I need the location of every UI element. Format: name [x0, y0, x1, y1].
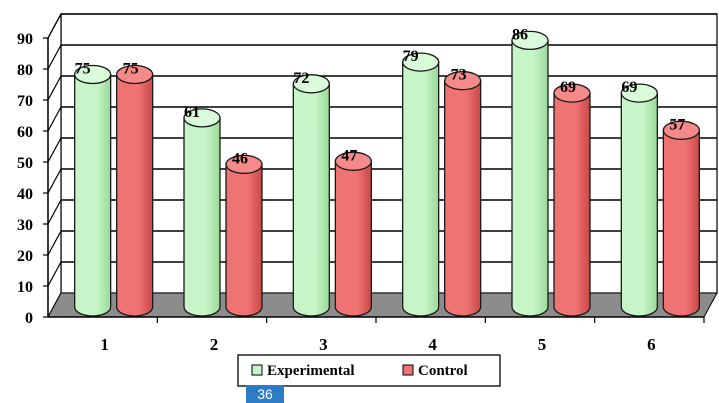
- chart-bars: 75 75 61 46 72 47 79 73 86 69 69 57: [74, 26, 700, 317]
- bar-control-5: 69: [553, 79, 591, 317]
- bar-top: [511, 30, 549, 51]
- bar-experimental-1: 75: [74, 61, 112, 317]
- x-tick-label: 6: [647, 335, 656, 354]
- side-wall: [47, 13, 62, 318]
- x-tick-label: 2: [210, 335, 219, 354]
- data-label: 72: [293, 70, 309, 87]
- bar-top: [620, 83, 658, 103]
- bar-experimental-5: 86: [511, 26, 549, 317]
- x-tick-label: 3: [319, 335, 328, 354]
- bar-control-6: 57: [662, 116, 700, 317]
- chart-walls: [47, 13, 718, 318]
- gridline-depth: [47, 44, 62, 70]
- bar-control-2: 46: [225, 150, 263, 317]
- bar-control-3: 47: [334, 147, 372, 317]
- y-tick-label: 50: [17, 155, 33, 172]
- page-number-badge: 36: [246, 385, 284, 403]
- legend-label-control: Control: [418, 363, 468, 379]
- x-axis: 1 2 3 4 5 6: [48, 316, 705, 354]
- bar-body: [620, 92, 658, 317]
- bar-top: [183, 108, 221, 128]
- bar-control-4: 73: [444, 67, 482, 317]
- bar-top: [662, 120, 700, 140]
- bar-experimental-6: 69: [620, 79, 658, 317]
- y-tick-label: 60: [17, 124, 33, 141]
- data-label: 79: [403, 48, 419, 65]
- bar-experimental-4: 79: [402, 48, 440, 317]
- bar-body: [444, 80, 482, 317]
- bar-body: [553, 92, 591, 317]
- data-label: 69: [560, 79, 576, 96]
- data-label: 75: [75, 61, 91, 78]
- data-label: 47: [341, 147, 357, 164]
- bar-control-1: 75: [116, 61, 154, 317]
- y-axis: 0 10 20 30 40 50 60 70 80 90: [17, 31, 49, 327]
- legend-label-experimental: Experimental: [267, 363, 355, 379]
- chart-legend: Experimental Control: [237, 354, 501, 387]
- y-tick-label: 30: [17, 217, 33, 234]
- legend-swatch-experimental: [251, 364, 263, 376]
- bar-body: [402, 61, 440, 317]
- legend-swatch-control: [402, 364, 414, 376]
- back-wall: [60, 13, 718, 294]
- data-label: 73: [451, 67, 467, 84]
- gridline-depth: [47, 75, 62, 101]
- bar-body: [183, 117, 221, 317]
- gridline-depth: [47, 199, 62, 225]
- x-tick-label: 4: [428, 335, 437, 354]
- bar-body: [334, 160, 372, 317]
- data-label: 86: [512, 26, 528, 43]
- y-tick-label: 20: [17, 248, 33, 265]
- gridline-depth: [47, 106, 62, 132]
- y-tick-label: 10: [17, 279, 33, 296]
- y-tick-label: 40: [17, 186, 33, 203]
- bar-top: [116, 64, 154, 85]
- bar-experimental-2: 61: [183, 104, 221, 317]
- data-label: 61: [184, 104, 200, 121]
- chart-gridlines: [47, 13, 717, 287]
- x-tick-label: 5: [538, 335, 547, 354]
- bar-body: [225, 163, 263, 317]
- y-tick-label: 90: [17, 31, 33, 48]
- gridline-depth: [47, 137, 62, 163]
- bar-top: [225, 154, 263, 175]
- bar-top: [292, 74, 330, 94]
- y-tick-label: 70: [17, 93, 33, 110]
- bar-top: [444, 71, 482, 91]
- gridline-depth: [47, 230, 62, 256]
- bar-body: [74, 73, 112, 317]
- data-label: 69: [621, 79, 637, 96]
- y-tick-label: 0: [25, 310, 33, 327]
- y-tick-label: 80: [17, 62, 33, 79]
- bar-experimental-3: 72: [292, 70, 330, 317]
- bar-body: [662, 129, 700, 317]
- legend-box: [237, 354, 501, 387]
- bar-top: [74, 64, 112, 85]
- bar-body: [292, 83, 330, 317]
- gridline-depth: [47, 13, 62, 39]
- bar-top: [334, 151, 372, 171]
- bar-top: [553, 83, 591, 103]
- x-tick-label: 1: [100, 335, 109, 354]
- bar-body: [511, 39, 549, 317]
- data-label: 75: [123, 61, 139, 78]
- bar-top: [402, 52, 440, 72]
- gridline-depth: [47, 168, 62, 194]
- bar-body: [116, 73, 154, 317]
- gridline-depth: [47, 261, 62, 287]
- data-label: 46: [232, 150, 248, 167]
- data-label: 57: [669, 116, 685, 133]
